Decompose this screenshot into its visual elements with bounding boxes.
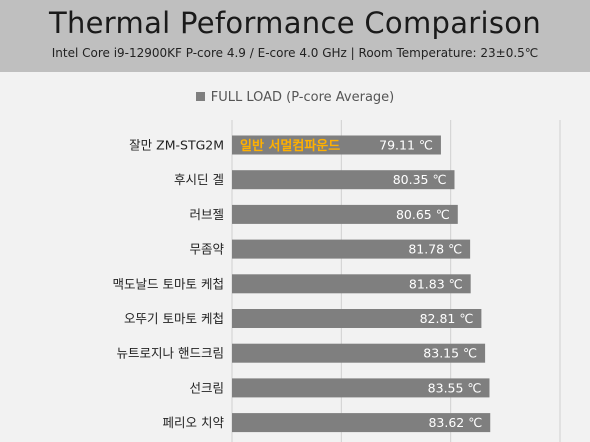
category-label: 무좀약	[189, 242, 224, 257]
value-label: 80.65 ℃	[396, 207, 450, 222]
category-label: 페리오 치약	[163, 415, 225, 430]
category-label: 오뚜기 토마토 케첩	[124, 311, 224, 326]
legend-swatch	[195, 92, 205, 101]
bar	[232, 343, 486, 363]
chart-legend: FULL LOAD (P-core Average)	[0, 90, 590, 105]
category-label: 맥도날드 토마토 케첩	[113, 276, 224, 291]
bar	[232, 274, 471, 294]
category-label: 잘만 ZM-STG2M	[129, 138, 224, 153]
bar	[232, 170, 455, 190]
legend-label: FULL LOAD (P-core Average)	[210, 90, 395, 105]
bar	[232, 309, 482, 328]
bar	[232, 204, 458, 224]
annotation-label: 일반 서멀컴파운드	[240, 138, 340, 154]
category-label: 뉴트로지나 핸드크림	[117, 346, 224, 361]
bar	[232, 378, 490, 398]
value-label: 83.55 ℃	[428, 380, 482, 395]
value-label: 82.81 ℃	[420, 311, 474, 326]
chart-header: Thermal Peformance Comparison Intel Core…	[0, 0, 590, 72]
bar	[232, 135, 441, 155]
value-label: 81.78 ℃	[408, 242, 462, 257]
chart-subtitle: Intel Core i9-12900KF P-core 4.9 / E-cor…	[51, 46, 539, 60]
category-label: 선크림	[189, 380, 224, 395]
value-label: 80.35 ℃	[393, 172, 447, 187]
bar	[232, 239, 471, 259]
value-label: 83.62 ℃	[428, 415, 482, 430]
category-label: 러브젤	[189, 207, 224, 222]
value-label: 83.15 ℃	[423, 346, 477, 361]
value-label: 81.83 ℃	[409, 276, 463, 291]
category-label: 후시딘 겔	[174, 172, 224, 187]
value-label: 79.11 ℃	[379, 138, 433, 153]
bar	[232, 413, 491, 433]
chart-title: Thermal Peformance Comparison	[48, 6, 542, 40]
